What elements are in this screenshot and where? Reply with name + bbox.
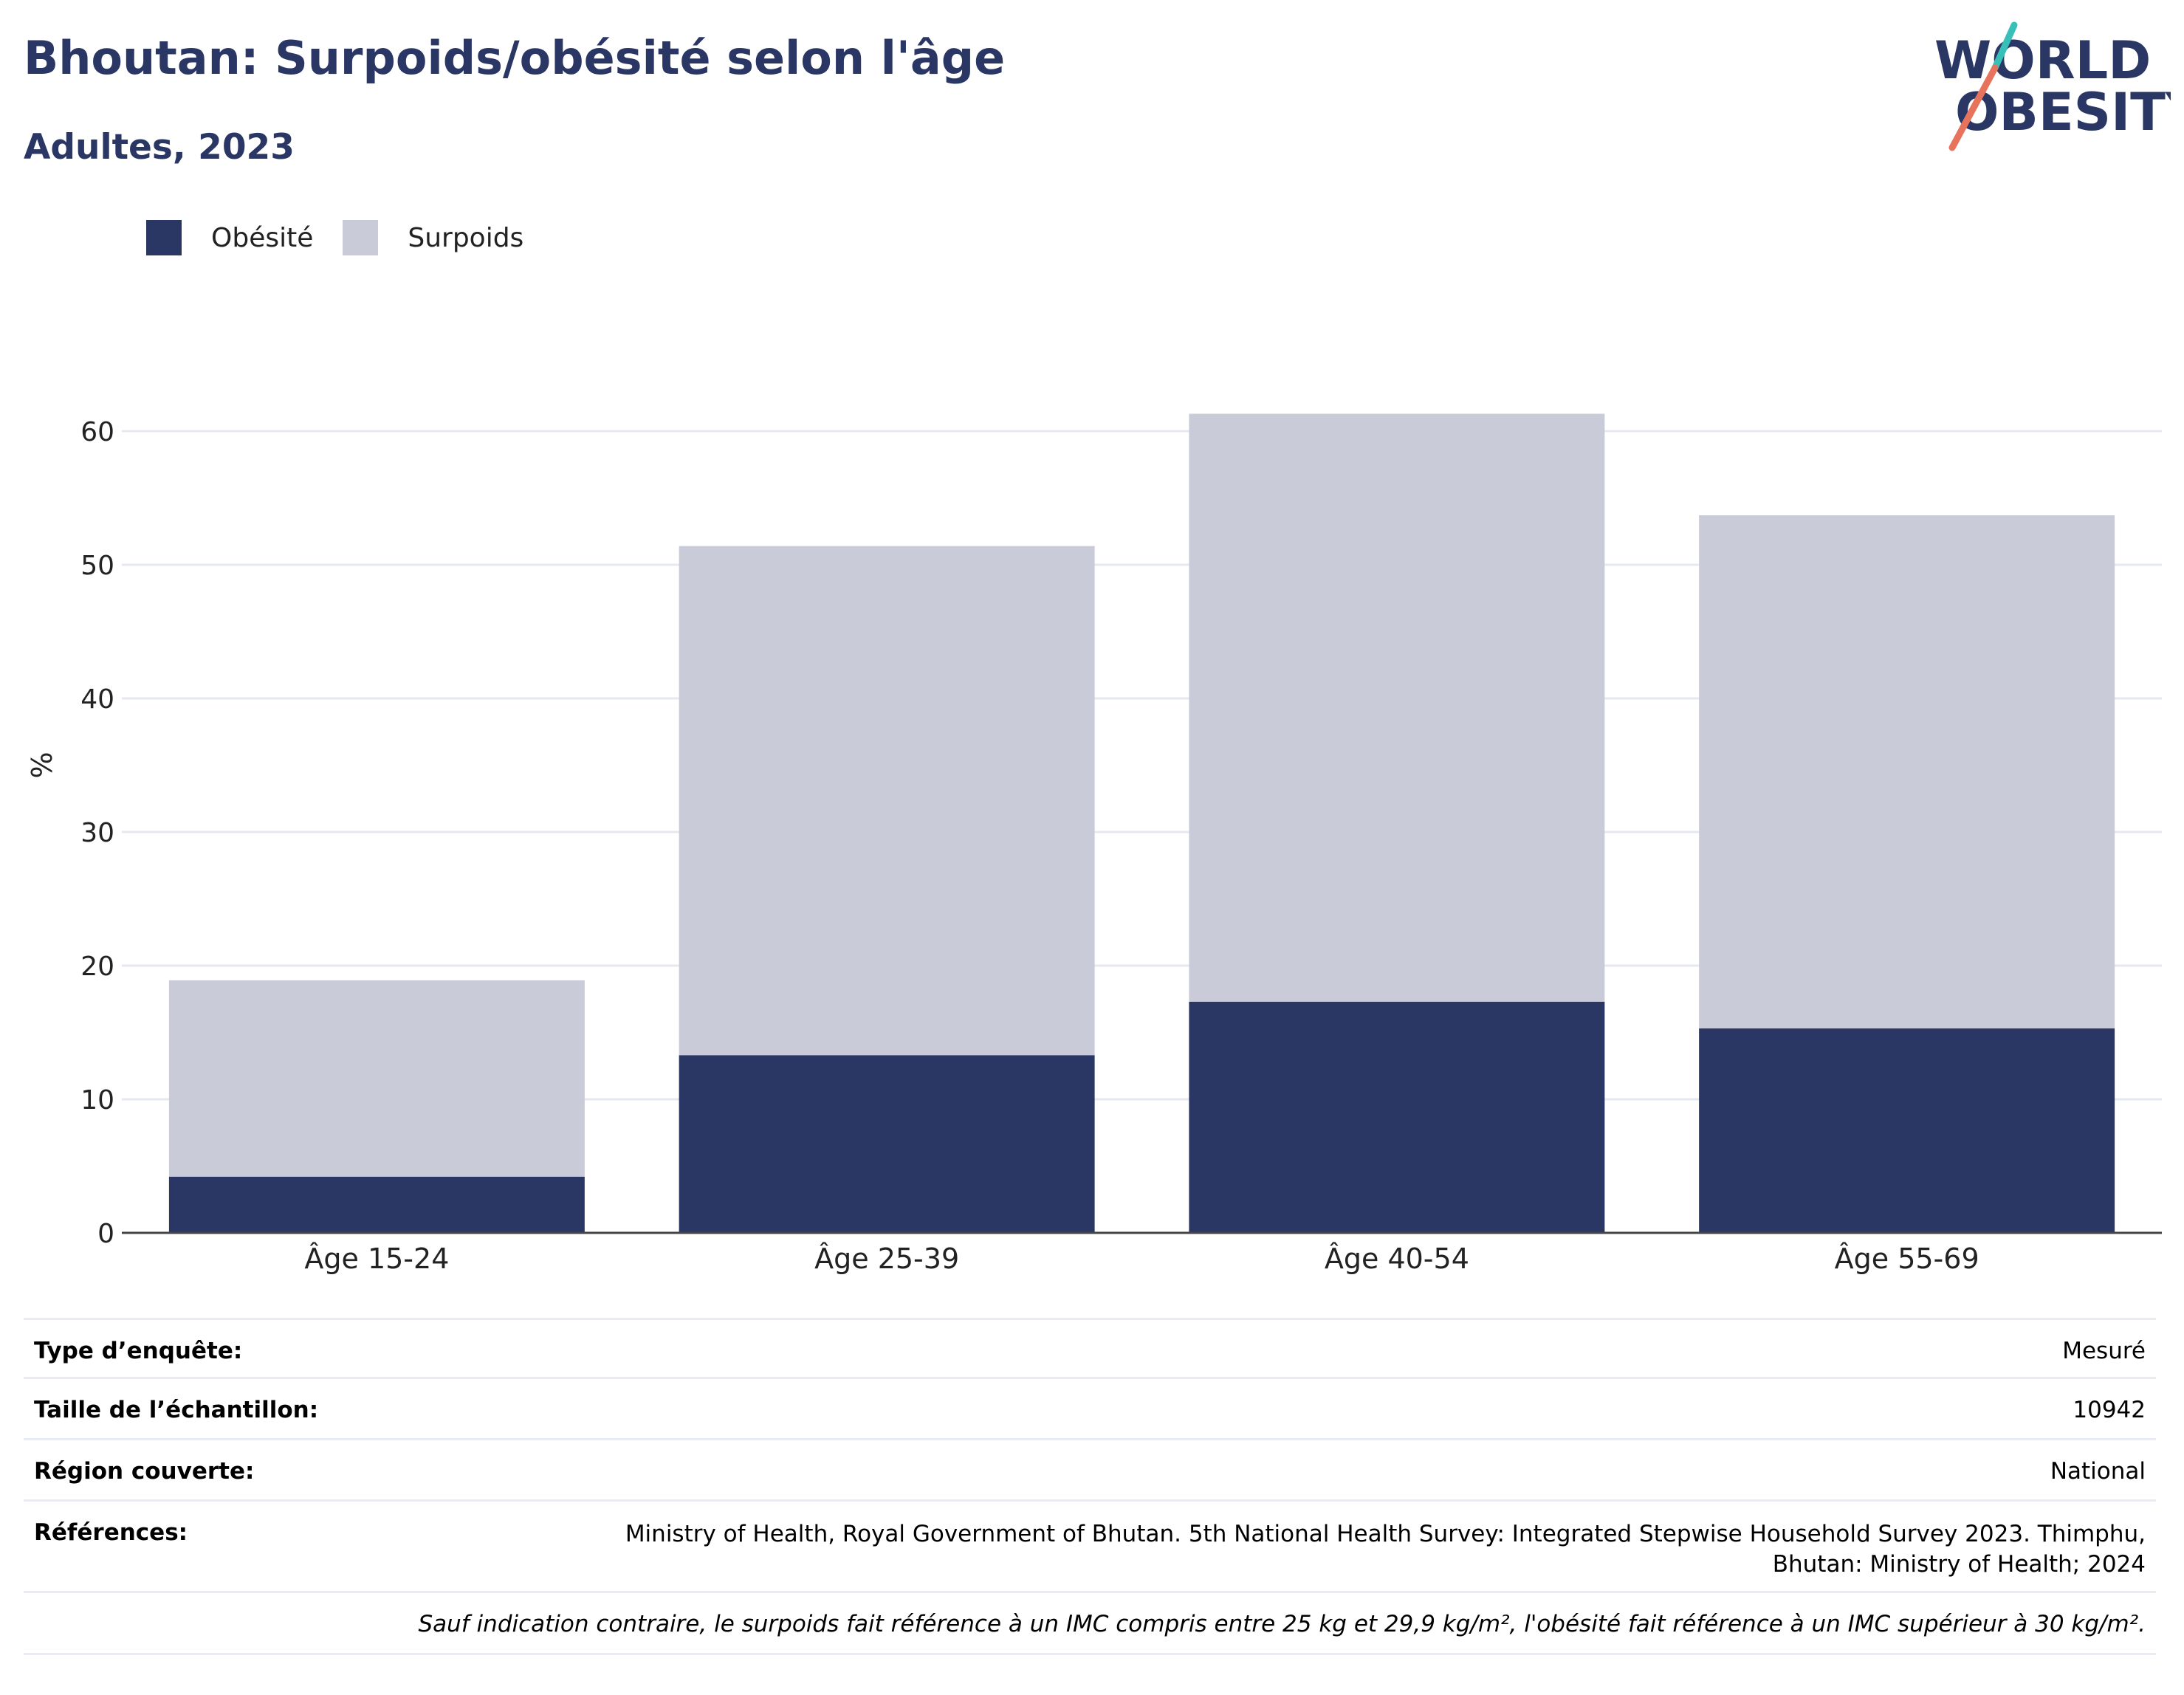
logo-line1: WORLD [1934, 30, 2151, 91]
references-label: Références: [34, 1519, 188, 1546]
legend-swatch-overweight [343, 220, 379, 255]
meta-row-references: Références: Ministry of Health, Royal Go… [24, 1502, 2156, 1593]
bar-overweight [168, 980, 585, 1177]
x-tick-label: Âge 25-39 [814, 1242, 959, 1275]
y-tick-label: 40 [80, 684, 114, 715]
legend-swatch-obesity [146, 220, 182, 255]
meta-row-note: Sauf indication contraire, le surpoids f… [24, 1593, 2156, 1655]
logo-line2: OBESITY [1955, 82, 2171, 142]
chart-title: Bhoutan: Surpoids/obésité selon l'âge [24, 31, 1006, 85]
region-value: National [2050, 1458, 2146, 1485]
bmi-definition-note: Sauf indication contraire, le surpoids f… [418, 1611, 2146, 1637]
survey-metadata-table: Type d’enquête: Mesuré Taille de l’échan… [24, 1318, 2156, 1655]
x-tick-label: Âge 15-24 [304, 1242, 449, 1275]
bar-overweight [1189, 413, 1605, 1002]
references-value: Ministry of Health, Royal Government of … [625, 1521, 2146, 1578]
y-axis-title: % [26, 752, 58, 778]
meta-row-sample-size: Taille de l’échantillon: 10942 [24, 1379, 2156, 1440]
y-tick-label: 50 [80, 551, 114, 581]
bar-overweight [679, 546, 1095, 1056]
x-tick-label: Âge 55-69 [1835, 1242, 1979, 1275]
legend-label-obesity: Obésité [211, 222, 314, 253]
y-tick-label: 30 [80, 818, 114, 848]
meta-row-survey-type: Type d’enquête: Mesuré [24, 1318, 2156, 1379]
survey-type-label: Type d’enquête: [34, 1338, 243, 1364]
chart-subtitle: Adultes, 2023 [24, 127, 295, 168]
bar-overweight [1699, 515, 2115, 1029]
survey-type-value: Mesuré [2062, 1338, 2146, 1364]
y-tick-label: 0 [97, 1219, 114, 1249]
bar-obesity [679, 1055, 1095, 1233]
x-tick-label: Âge 40-54 [1325, 1242, 1469, 1275]
region-label: Région couverte: [34, 1458, 255, 1485]
bar-obesity [168, 1176, 585, 1233]
meta-row-region: Région couverte: National [24, 1440, 2156, 1502]
bar-obesity [1699, 1028, 2115, 1233]
legend-label-overweight: Surpoids [408, 222, 524, 253]
stacked-bar-chart: 0 10 20 30 40 50 60% Âge 15-24 Âge 25-39 Âge 40-5… [26, 413, 2162, 1275]
sample-size-value: 10942 [2073, 1397, 2146, 1423]
world-obesity-logo: WORLD OBESITY [1934, 21, 2171, 151]
legend-item-overweight[interactable]: Surpoids [343, 220, 523, 255]
sample-size-label: Taille de l’échantillon: [34, 1397, 319, 1423]
y-tick-label: 60 [80, 417, 114, 447]
y-tick-label: 20 [80, 952, 114, 982]
chart-legend: Obésité Surpoids [146, 219, 553, 257]
legend-item-obesity[interactable]: Obésité [146, 220, 313, 255]
y-tick-label: 10 [80, 1085, 114, 1115]
bar-obesity [1189, 1001, 1605, 1233]
